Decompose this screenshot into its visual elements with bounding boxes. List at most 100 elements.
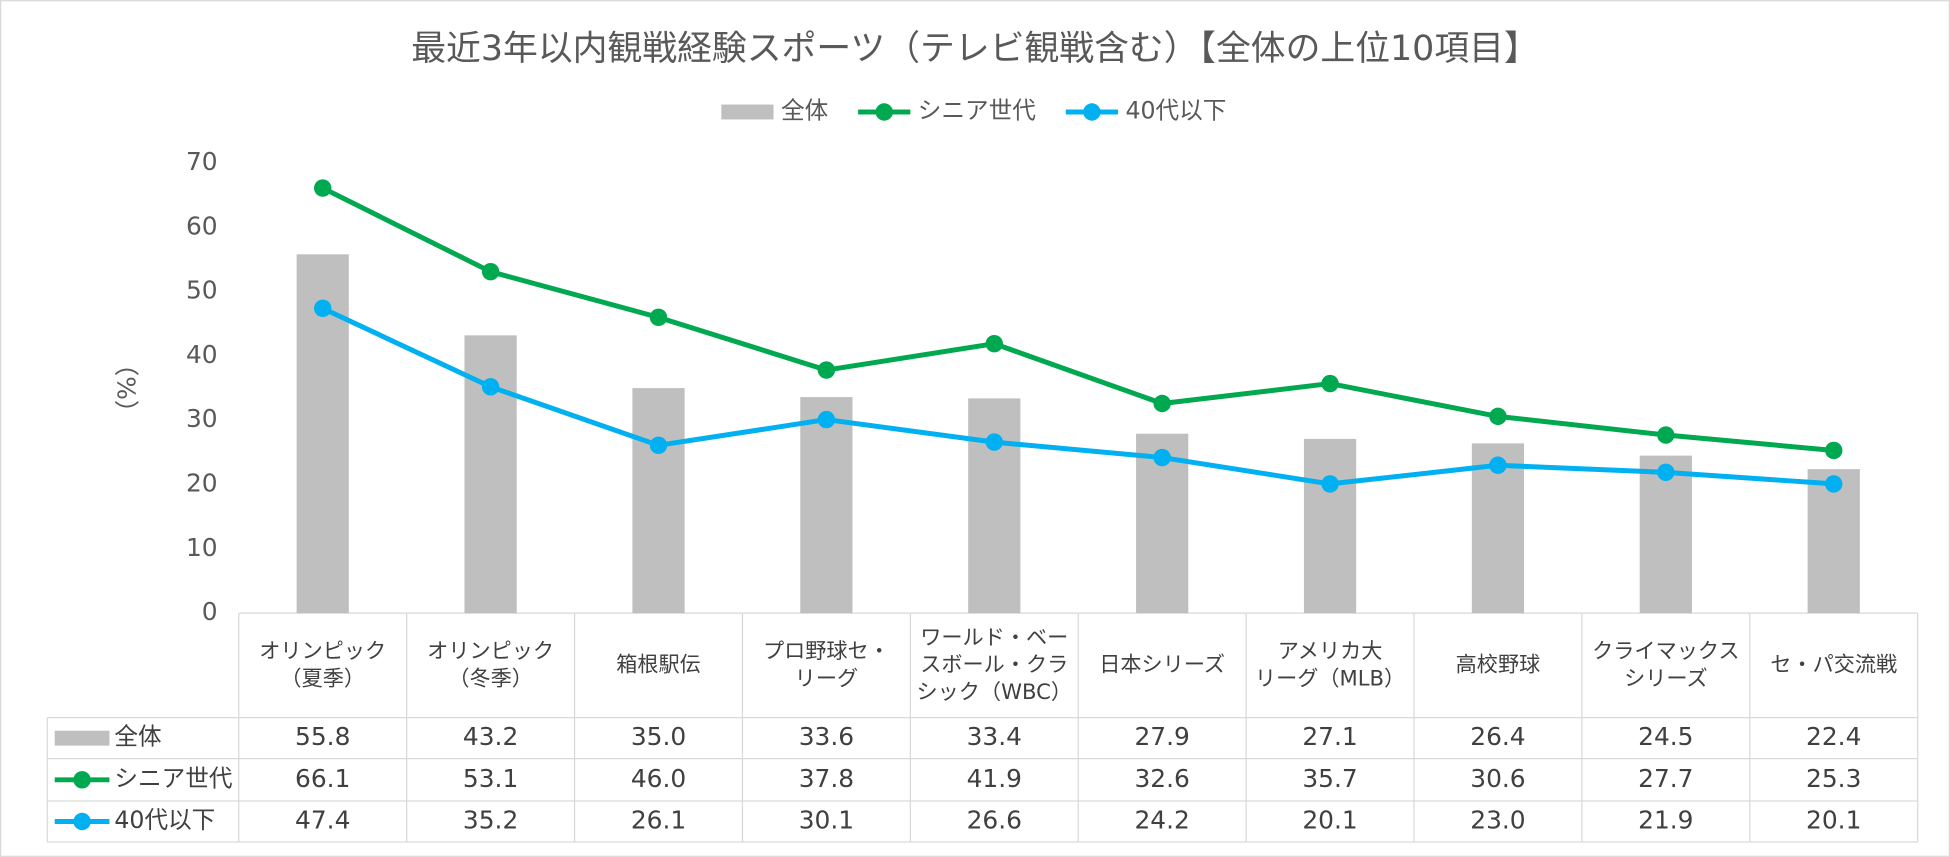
category-cell: セ・パ交流戦: [1770, 652, 1898, 678]
table-value: 21.9: [1638, 805, 1693, 834]
legend-label: シニア世代: [918, 96, 1036, 124]
line-point: [985, 433, 1003, 451]
line-point: [1657, 426, 1675, 444]
line-point: [1489, 456, 1507, 474]
line-point: [1321, 374, 1339, 393]
bar: [1639, 455, 1692, 614]
line-point: [1153, 394, 1171, 413]
table-value: 35.7: [1302, 764, 1357, 793]
legend-dot: [875, 103, 893, 121]
x-tick-label: ワールド・ベー スボール・クラ シック（WBC）: [916, 625, 1073, 706]
table-value: 47.4: [295, 805, 350, 834]
bar: [800, 397, 853, 614]
y-tick-label: 20: [186, 469, 218, 498]
table-value: 23.0: [1470, 805, 1525, 834]
table-value: 35.0: [631, 722, 686, 751]
category-cell: プロ野球セ・ リーグ: [762, 639, 890, 692]
table-value: 32.6: [1134, 764, 1189, 793]
legend-label: 40代以下: [1125, 96, 1226, 124]
y-tick-label: 60: [186, 211, 218, 240]
x-tick-label: セ・パ交流戦: [1770, 652, 1898, 678]
x-tick-label: クライマックス シリーズ: [1592, 639, 1740, 692]
table-value: 20.1: [1806, 805, 1861, 834]
line-point: [1825, 441, 1843, 460]
line: [321, 306, 1834, 487]
line-point: [1657, 463, 1675, 482]
legend-dot: [73, 812, 91, 831]
table-value: 27.7: [1638, 764, 1693, 793]
line-point: [481, 378, 500, 396]
table-value: 26.4: [1470, 722, 1525, 751]
chart-title: 最近3年以内観戦経験スポーツ（テレビ観戦含む）【全体の上位10項目】: [411, 29, 1539, 69]
table-value: 25.3: [1806, 764, 1861, 793]
table-value: 66.1: [295, 764, 350, 793]
line-point: [817, 410, 836, 429]
legend-swatch: [54, 730, 110, 746]
category-cell: 日本シリーズ: [1099, 652, 1226, 678]
table-value: 43.2: [463, 722, 518, 751]
line-point: [649, 308, 668, 327]
table-value: 26.6: [967, 805, 1022, 834]
legend-dot: [73, 771, 91, 789]
x-tick-label: アメリカ大 リーグ（MLB）: [1254, 639, 1406, 692]
table-value: 55.8: [295, 722, 350, 751]
y-tick-label: 0: [202, 597, 218, 626]
line-point: [481, 262, 500, 281]
table-value: 27.9: [1134, 722, 1189, 751]
category-cell: アメリカ大 リーグ（MLB）: [1254, 639, 1406, 692]
x-tick-label: オリンピック （夏季）: [259, 639, 387, 692]
legend-dot: [1083, 103, 1101, 121]
x-tick-label: 箱根駅伝: [616, 652, 701, 678]
table-value: 46.0: [631, 764, 686, 793]
category-cell: オリンピック （冬季）: [427, 639, 555, 692]
table-value: 20.1: [1302, 805, 1357, 834]
y-axis-label: （%）: [111, 351, 140, 424]
y-tick-label: 10: [186, 533, 218, 562]
y-tick-label: 50: [186, 276, 218, 305]
table-value: 37.8: [799, 764, 854, 793]
x-tick-label: 高校野球: [1455, 652, 1541, 678]
line-point: [314, 179, 332, 197]
table-value: 41.9: [967, 764, 1022, 793]
line-point: [649, 436, 668, 455]
x-tick-label: オリンピック （冬季）: [427, 639, 555, 692]
table-value: 53.1: [463, 764, 518, 793]
table-value: 24.5: [1638, 722, 1693, 751]
y-tick-label: 30: [186, 404, 218, 433]
table-value: 33.6: [799, 722, 854, 751]
category-cell: クライマックス シリーズ: [1592, 639, 1740, 692]
line-point: [314, 299, 332, 318]
table-value: 24.2: [1134, 805, 1189, 834]
table-value: 30.1: [799, 805, 854, 834]
x-tick-label: プロ野球セ・ リーグ: [762, 639, 890, 692]
legend-label: 全体: [781, 96, 828, 124]
line-point: [985, 335, 1003, 353]
line-point: [817, 361, 836, 379]
x-tick-label: 日本シリーズ: [1099, 652, 1226, 678]
line-point: [1489, 407, 1507, 426]
bar: [968, 398, 1021, 614]
table-row-label: 40代以下: [114, 806, 215, 834]
bar: [1807, 469, 1860, 614]
table-value: 27.1: [1302, 722, 1357, 751]
line-point: [1321, 475, 1339, 493]
bar: [632, 388, 685, 614]
bar: [1303, 438, 1357, 614]
table-value: 26.1: [631, 805, 686, 834]
table-value: 33.4: [967, 722, 1022, 751]
table-value: 35.2: [463, 805, 518, 834]
category-cell: オリンピック （夏季）: [259, 639, 387, 692]
category-cell: 高校野球: [1455, 652, 1541, 678]
table-value: 22.4: [1806, 722, 1861, 751]
table-value: 30.6: [1470, 764, 1525, 793]
y-tick-label: 40: [186, 340, 218, 369]
line-point: [1153, 448, 1171, 467]
category-cell: 箱根駅伝: [616, 652, 701, 678]
table-row-label: シニア世代: [114, 764, 232, 792]
legend-swatch: [721, 104, 774, 120]
line-point: [1825, 475, 1843, 493]
category-cell: ワールド・ベー スボール・クラ シック（WBC）: [916, 625, 1073, 706]
line: [321, 185, 1834, 453]
y-tick-label: 70: [186, 147, 218, 176]
